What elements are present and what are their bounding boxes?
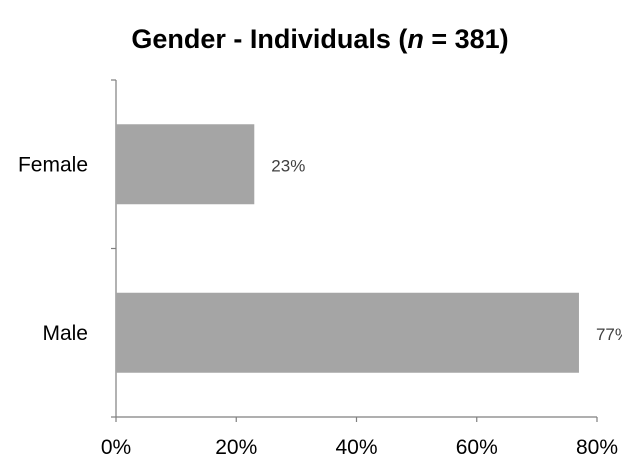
chart-title-part: = 381) bbox=[424, 24, 509, 54]
x-tick-label: 60% bbox=[456, 436, 498, 459]
chart-title: Gender - Individuals (n = 381) bbox=[131, 24, 508, 54]
data-label: 77% bbox=[596, 325, 622, 344]
chart-title-part: Gender - Individuals ( bbox=[131, 24, 407, 54]
bar bbox=[116, 124, 255, 205]
category-label: Male bbox=[42, 322, 88, 345]
x-tick-label: 40% bbox=[335, 436, 377, 459]
bar bbox=[116, 292, 579, 373]
x-tick-label: 20% bbox=[215, 436, 257, 459]
x-tick-label: 80% bbox=[576, 436, 618, 459]
plot-area: 0% 20% 40% 60% 80% Female 23% Male 77% bbox=[18, 79, 622, 459]
category-label: Female bbox=[18, 153, 88, 176]
chart-title-n: n bbox=[407, 24, 424, 54]
x-tick-label: 0% bbox=[101, 436, 131, 459]
data-label: 23% bbox=[271, 156, 305, 175]
